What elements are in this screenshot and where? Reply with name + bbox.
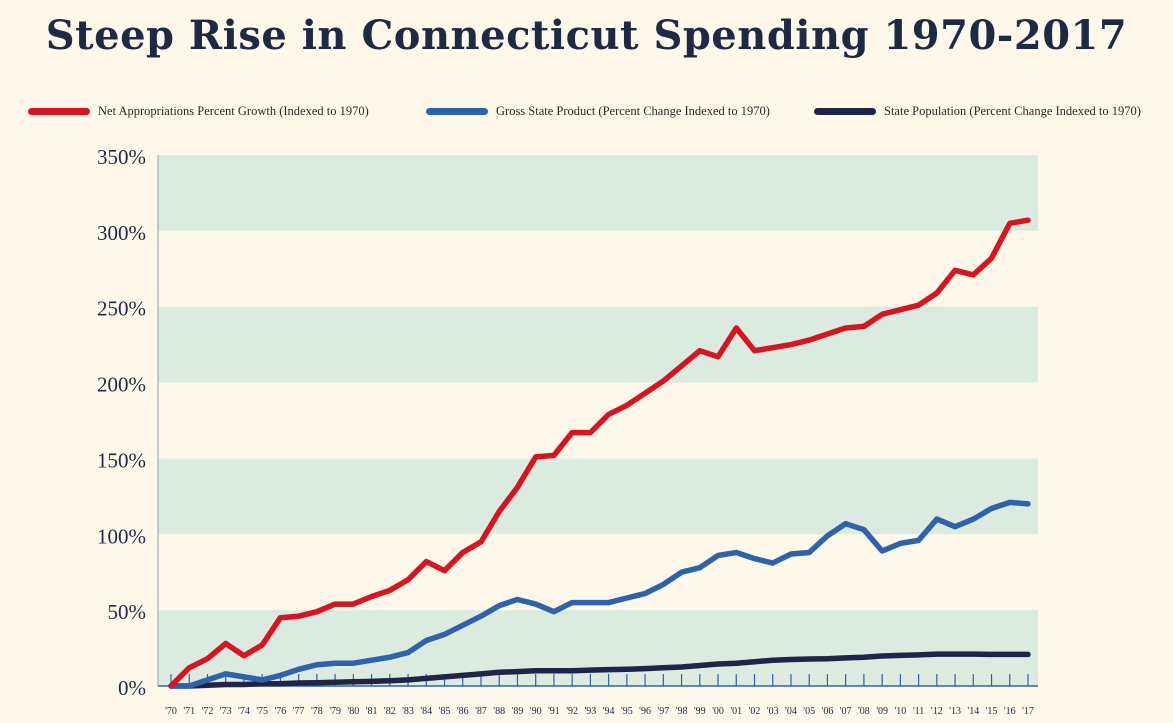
x-tick-label: '10 [894, 706, 906, 717]
x-tick-label: '84 [420, 706, 432, 717]
y-tick-label: 250% [97, 297, 146, 321]
legend-swatch-state-population [814, 107, 876, 115]
x-tick-label: '90 [530, 706, 542, 717]
series-line-2 [168, 651, 1031, 689]
x-tick-label: '83 [402, 706, 414, 717]
grid-band [158, 610, 1038, 686]
x-tick-label: '17 [1022, 706, 1034, 717]
y-tick-label: 50% [108, 600, 147, 624]
legend-swatch-gross-state-product [426, 107, 488, 115]
x-tick-label: '81 [366, 706, 378, 717]
x-tick-label: '88 [493, 706, 505, 717]
y-tick-label: 300% [97, 221, 146, 245]
x-tick-label: '91 [548, 706, 560, 717]
x-tick-label: '73 [220, 706, 232, 717]
x-tick-label: '76 [274, 706, 286, 717]
x-tick-label: '74 [238, 706, 250, 717]
x-tick-label: '72 [202, 706, 214, 717]
legend-label-net-appropriations: Net Appropriations Percent Growth (Index… [98, 103, 369, 118]
grid-band [158, 155, 1038, 231]
x-tick-label: '71 [183, 706, 195, 717]
x-tick-label: '16 [1004, 706, 1016, 717]
chart-title: Steep Rise in Connecticut Spending 1970-… [45, 12, 1128, 59]
x-tick-label: '04 [785, 706, 797, 717]
x-tick-label: '98 [676, 706, 688, 717]
x-tick-label: '78 [311, 706, 323, 717]
legend-swatch-net-appropriations [28, 107, 90, 115]
x-tick-label: '85 [439, 706, 451, 717]
x-tick-label: '77 [293, 706, 305, 717]
x-tick-label: '75 [256, 706, 268, 717]
x-tick-label: '70 [165, 706, 177, 717]
x-tick-label: '94 [603, 706, 615, 717]
x-tick-label: '00 [712, 706, 724, 717]
chart-legend: Net Appropriations Percent Growth (Index… [28, 100, 1168, 122]
x-tick-label: '95 [621, 706, 633, 717]
x-tick-label: '79 [329, 706, 341, 717]
x-tick-label: '99 [694, 706, 706, 717]
legend-item-state-population: State Population (Percent Change Indexed… [814, 100, 1141, 122]
x-tick-label: '08 [858, 706, 870, 717]
series-line-1 [168, 499, 1031, 689]
grid-bands [158, 155, 1038, 686]
grid-band [158, 306, 1038, 383]
x-tick-label: '87 [475, 706, 487, 717]
grid-band [158, 458, 1038, 535]
y-tick-label: 200% [97, 373, 146, 397]
x-tick-label: '12 [931, 706, 943, 717]
x-tick-label: '09 [876, 706, 888, 717]
legend-item-gross-state-product: Gross State Product (Percent Change Inde… [426, 100, 770, 122]
series-line-0 [168, 217, 1031, 689]
y-tick-label: 150% [97, 448, 146, 472]
x-tick-label: '14 [967, 706, 979, 717]
x-tick-label: '80 [347, 706, 359, 717]
y-axis: 0% 50% 100% 150% 200% 250% 300% 350% [97, 145, 159, 700]
x-tick-label: '89 [512, 706, 524, 717]
x-tick-label: '15 [986, 706, 998, 717]
x-tick-label: '82 [384, 706, 396, 717]
x-tick-label: '86 [457, 706, 469, 717]
legend-label-state-population: State Population (Percent Change Indexed… [884, 103, 1141, 118]
x-tick-label: '03 [767, 706, 779, 717]
y-tick-label: 100% [97, 524, 146, 548]
x-tick-label: '97 [657, 706, 669, 717]
x-tick-label: '06 [822, 706, 834, 717]
x-tick-label: '05 [803, 706, 815, 717]
x-tick-label: '93 [584, 706, 596, 717]
x-tick-label: '96 [639, 706, 651, 717]
x-tick-label: '13 [949, 706, 961, 717]
x-tick-label: '11 [913, 706, 924, 717]
legend-item-net-appropriations: Net Appropriations Percent Growth (Index… [28, 100, 369, 122]
y-tick-label: 0% [118, 676, 146, 700]
legend-label-gross-state-product: Gross State Product (Percent Change Inde… [496, 103, 770, 118]
x-tick-label: '07 [840, 706, 852, 717]
x-tick-label: '92 [566, 706, 578, 717]
x-tick-label: '02 [749, 706, 761, 717]
x-tick-label: '01 [730, 706, 742, 717]
series-lines [168, 217, 1031, 689]
y-tick-label: 350% [97, 145, 146, 169]
